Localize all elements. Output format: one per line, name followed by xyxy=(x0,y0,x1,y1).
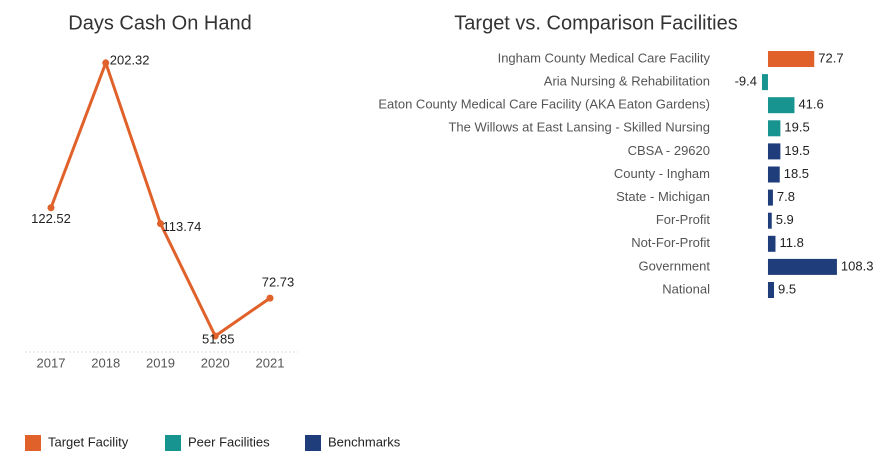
data-label: 51.85 xyxy=(202,331,235,346)
data-label: 18.5 xyxy=(784,166,809,181)
point xyxy=(47,204,55,212)
category-label: County - Ingham xyxy=(614,166,710,181)
data-label: 9.5 xyxy=(778,281,796,296)
x-tick-label: 2018 xyxy=(91,355,120,370)
category-label: Ingham County Medical Care Facility xyxy=(498,50,711,65)
data-label: 19.5 xyxy=(784,143,809,158)
bar xyxy=(767,97,795,114)
category-label: The Willows at East Lansing - Skilled Nu… xyxy=(448,120,710,135)
x-tick-label: 2017 xyxy=(37,355,66,370)
category-label: Not-For-Profit xyxy=(631,235,710,250)
legend-swatch xyxy=(305,435,321,451)
data-label: 72.73 xyxy=(262,275,295,290)
data-label: 7.8 xyxy=(777,189,795,204)
legend-label: Target Facility xyxy=(48,434,129,449)
bar xyxy=(767,120,781,137)
bar xyxy=(767,51,815,67)
bar xyxy=(767,212,772,229)
data-label: 19.5 xyxy=(784,120,809,135)
bar xyxy=(767,189,773,206)
bar xyxy=(767,282,775,298)
point xyxy=(102,59,110,67)
point xyxy=(266,294,274,302)
data-label: 72.7 xyxy=(818,50,843,65)
x-tick-label: 2020 xyxy=(201,355,230,370)
data-label: 41.6 xyxy=(798,97,823,112)
legend-swatch xyxy=(25,435,41,451)
category-label: Government xyxy=(638,258,710,273)
legend-label: Benchmarks xyxy=(328,434,401,449)
line xyxy=(49,58,271,339)
data-label: 11.8 xyxy=(779,235,803,250)
category-label: CBSA - 29620 xyxy=(628,143,710,158)
category-label: Eaton County Medical Care Facility (AKA … xyxy=(378,97,710,112)
data-label: 122.52 xyxy=(31,211,71,226)
data-label: 5.9 xyxy=(776,212,794,227)
category-label: For-Profit xyxy=(656,212,711,227)
line-chart-title: Days Cash On Hand xyxy=(68,12,251,34)
category-label: Aria Nursing & Rehabilitation xyxy=(544,74,710,89)
category-label: National xyxy=(662,281,710,296)
bar-chart-title: Target vs. Comparison Facilities xyxy=(454,12,737,34)
bar xyxy=(761,74,768,91)
point xyxy=(157,220,164,228)
data-label: 113.74 xyxy=(163,219,202,234)
data-label: -9.4 xyxy=(735,74,757,89)
bar xyxy=(767,166,780,183)
x-tick-label: 2021 xyxy=(256,355,285,370)
data-label: 108.3 xyxy=(841,258,874,273)
bar xyxy=(767,258,837,275)
category-label: State - Michigan xyxy=(616,189,710,204)
legend-label: Peer Facilities xyxy=(188,434,270,449)
bar xyxy=(767,143,781,160)
data-label: 202.32 xyxy=(110,52,150,67)
bar xyxy=(767,235,776,252)
x-tick-label: 2019 xyxy=(146,355,175,370)
point xyxy=(211,332,219,340)
legend-swatch xyxy=(165,435,181,451)
